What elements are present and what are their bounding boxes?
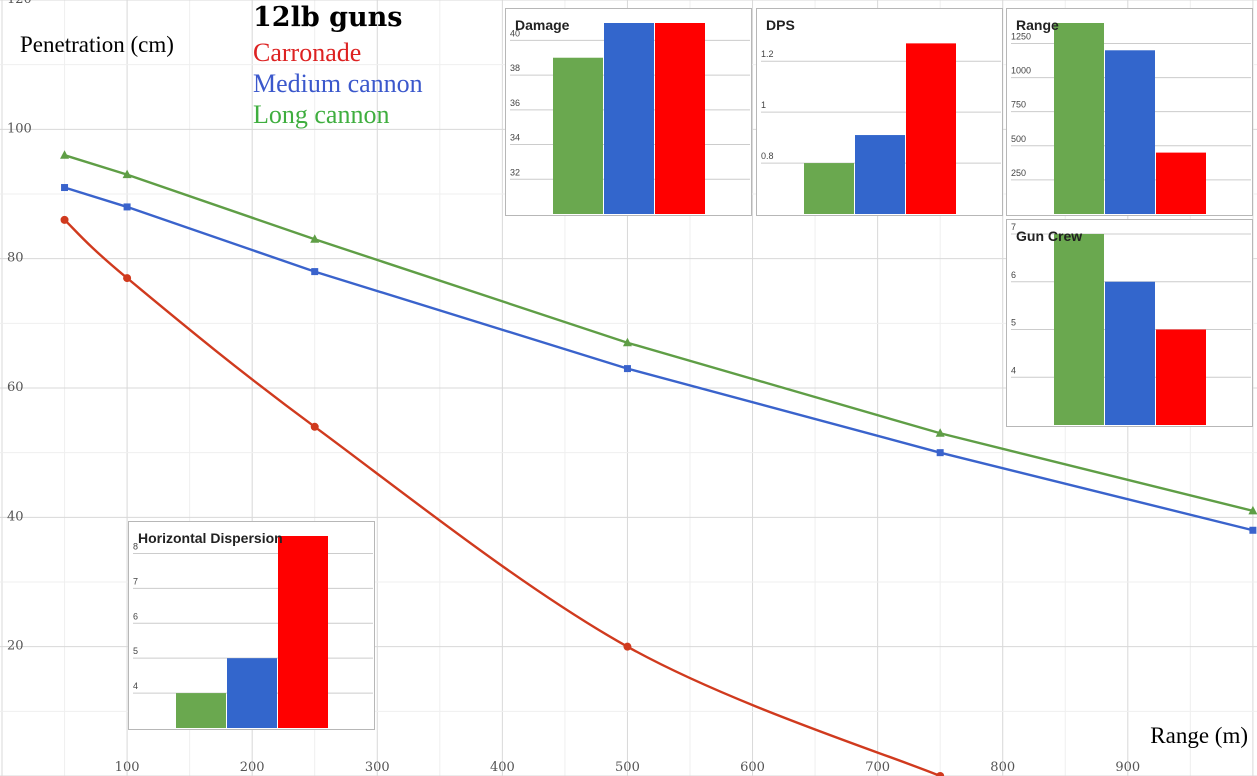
- inset-y-tick-label: 0.8: [761, 151, 774, 161]
- inset-y-tick-label: 40: [510, 28, 520, 38]
- x-tick-label: 800: [990, 760, 1015, 775]
- range-bar-chart: 250 500 750 1000 1250 Range: [1006, 8, 1253, 216]
- inset-y-tick-label: 36: [510, 98, 520, 108]
- data-point-carronade: [123, 274, 132, 283]
- bar-carronade: [278, 536, 328, 728]
- legend-medium-cannon: Medium cannon: [253, 69, 423, 98]
- data-point-medium-cannon: [623, 365, 631, 373]
- chart-title: 12lb guns: [253, 2, 403, 33]
- y-tick-label: 80: [7, 251, 24, 266]
- bar-medium-cannon: [604, 23, 654, 214]
- y-axis-title: Penetration (cm): [20, 32, 174, 57]
- inset-y-tick-label: 32: [510, 167, 520, 177]
- inset-y-tick-label: 750: [1011, 100, 1026, 110]
- dps-bar-chart: 0.8 1 1.2 DPS: [756, 8, 1003, 216]
- damage-bar-chart: 32 34 36 38 40 Damage: [505, 8, 752, 216]
- inset-y-tick-label: 1000: [1011, 66, 1031, 76]
- x-tick-label: 300: [365, 760, 390, 775]
- bar-medium-cannon: [1105, 281, 1155, 425]
- horizontal-dispersion-bar-chart: 4 5 6 7 8 Horizontal Dispersion: [128, 521, 375, 730]
- inset-y-tick-label: 7: [1011, 222, 1016, 232]
- bar-long-cannon: [553, 57, 603, 215]
- bar-long-cannon: [1054, 234, 1104, 425]
- inset-y-tick-label: 4: [133, 681, 138, 691]
- bar-long-cannon: [804, 163, 854, 214]
- y-tick-label: 120: [7, 0, 32, 7]
- series-line-medium-cannon: [64, 186, 1254, 532]
- bar-long-cannon: [1054, 23, 1104, 214]
- legend-carronade: Carronade: [253, 38, 362, 67]
- data-point-medium-cannon: [311, 268, 319, 276]
- inset-y-tick-label: 6: [1011, 270, 1016, 280]
- y-tick-label: 40: [7, 509, 24, 524]
- data-point-long-cannon: [622, 337, 632, 347]
- bar-carronade: [906, 43, 956, 214]
- inset-y-tick-label: 250: [1011, 168, 1026, 178]
- series-line-long-cannon: [64, 154, 1254, 513]
- data-point-carronade: [936, 772, 945, 776]
- y-tick-label: 60: [7, 380, 24, 395]
- range-chart-title: Range: [1016, 17, 1059, 33]
- data-point-carronade: [623, 642, 632, 651]
- data-point-long-cannon: [310, 234, 320, 243]
- bar-medium-cannon: [1105, 50, 1155, 215]
- inset-y-tick-label: 500: [1011, 134, 1026, 144]
- x-tick-label: 500: [615, 760, 640, 775]
- damage-chart-title: Damage: [515, 17, 570, 33]
- inset-y-tick-label: 1: [761, 100, 766, 110]
- x-tick-label: 700: [865, 760, 890, 775]
- inset-y-tick-label: 5: [1011, 318, 1016, 328]
- data-point-long-cannon: [60, 150, 70, 159]
- dps-chart-title: DPS: [766, 17, 795, 33]
- bar-carronade: [655, 23, 705, 214]
- gun-crew-chart-title: Gun Crew: [1016, 228, 1083, 244]
- bar-carronade: [1156, 152, 1206, 214]
- inset-y-tick-label: 8: [133, 541, 138, 551]
- inset-y-tick-label: 4: [1011, 365, 1016, 375]
- horizontal-dispersion-chart-title: Horizontal Dispersion: [138, 530, 283, 546]
- data-point-medium-cannon: [1249, 526, 1257, 534]
- data-point-medium-cannon: [936, 449, 944, 457]
- gun-crew-bar-chart: 4 5 6 7 Gun Crew: [1006, 219, 1253, 427]
- data-point-long-cannon: [935, 428, 945, 437]
- inset-y-tick-label: 34: [510, 133, 520, 143]
- x-tick-label: 900: [1115, 760, 1140, 775]
- y-tick-label: 20: [7, 639, 24, 654]
- bar-medium-cannon: [855, 135, 905, 214]
- data-point-carronade: [310, 422, 319, 431]
- data-point-long-cannon: [122, 169, 132, 179]
- data-point-long-cannon: [1248, 505, 1257, 515]
- inset-y-tick-label: 38: [510, 63, 520, 73]
- x-tick-label: 400: [490, 760, 515, 775]
- bar-long-cannon: [176, 693, 226, 728]
- data-point-medium-cannon: [123, 203, 131, 211]
- legend-long-cannon: Long cannon: [253, 100, 390, 129]
- inset-y-tick-label: 5: [133, 646, 138, 656]
- inset-y-tick-label: 6: [133, 611, 138, 621]
- x-axis-title: Range (m): [1150, 723, 1248, 748]
- bar-medium-cannon: [227, 658, 277, 728]
- x-tick-label: 600: [740, 760, 765, 775]
- data-point-carronade: [60, 215, 69, 224]
- inset-y-tick-label: 7: [133, 576, 138, 586]
- data-point-medium-cannon: [61, 184, 69, 192]
- y-tick-label: 100: [7, 121, 32, 136]
- x-tick-label: 200: [240, 760, 265, 775]
- inset-y-tick-label: 1.2: [761, 49, 774, 59]
- bar-carronade: [1156, 329, 1206, 425]
- x-tick-label: 100: [115, 760, 140, 775]
- inset-y-tick-label: 1250: [1011, 31, 1031, 41]
